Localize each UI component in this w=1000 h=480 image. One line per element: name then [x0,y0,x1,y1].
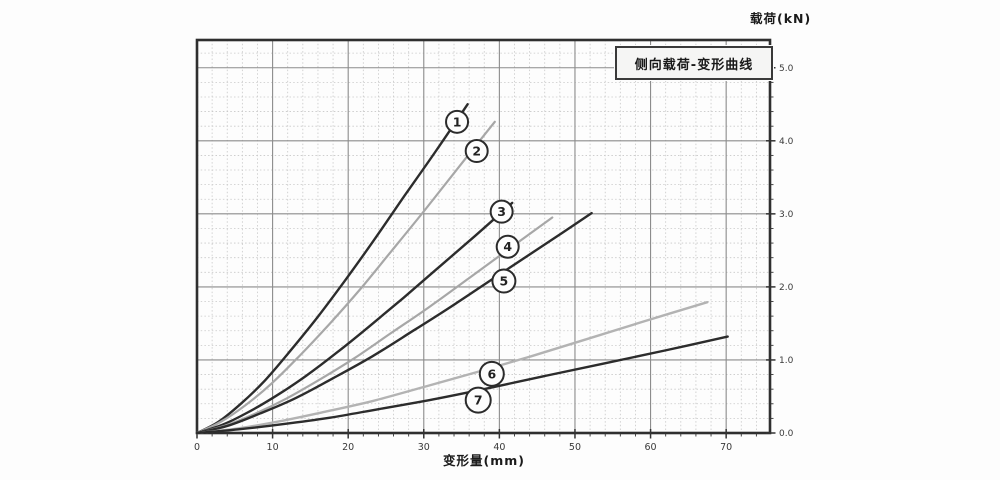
curve-label-circle-7 [464,386,492,414]
chart-title-text: 侧向载荷-变形曲线 [634,57,754,73]
grid-minor-lines [197,40,770,433]
y-tick-label: 3.0 [779,210,794,220]
x-tick-label: 50 [569,442,581,453]
data-curves [195,103,729,435]
plot-border [195,38,772,435]
y-tick-label: 0.0 [779,429,794,439]
x-tick-label: 40 [493,442,505,453]
y-tick-label: 1.0 [779,356,794,366]
x-tick-label: 60 [645,442,657,453]
curve-line-1 [195,103,469,435]
curve-label-5: 5 [491,268,517,294]
chart-title-box: 侧向载荷-变形曲线 [615,46,773,80]
curve-label-number-5: 5 [500,274,509,289]
x-axis-title: 变形量(mm) [443,450,525,469]
curve-line-5 [195,211,593,435]
curve-number-labels: 12 3 4 5 67 [445,109,520,414]
curve-label-6: 6 [478,360,505,387]
curve-label-circle-6 [478,360,505,387]
y-tick-label: 4.0 [779,137,794,147]
y-axis-title-text: 载荷(kN) [750,11,812,26]
axis-ticks [196,52,776,439]
x-tick-label: 10 [267,442,279,453]
curve-line-7 [195,335,729,435]
y-tick-label: 5.0 [779,64,794,74]
curve-label-number-6: 6 [487,366,496,381]
curve-line-2 [195,120,496,435]
curve-line-6 [195,301,709,435]
curve-label-1: 1 [445,109,470,134]
curve-label-number-2: 2 [472,144,481,159]
curve-label-circle-2 [464,139,489,164]
y-axis-title: 载荷(kN) [750,8,811,27]
curve-line-4 [195,216,554,435]
curve-label-number-3: 3 [497,204,506,219]
x-axis-title-text: 变形量(mm) [443,453,525,468]
x-tick-label: 30 [418,442,430,453]
curve-label-circle-3 [489,199,514,224]
curve-label-2: 2 [464,139,489,164]
curve-label-circle-5 [491,268,517,294]
plot-frame [195,38,772,435]
curve-line-3 [195,201,514,435]
curve-label-circle-1 [445,109,470,134]
x-tick-label: 70 [720,442,732,453]
curve-label-4: 4 [495,234,520,259]
axis-tick-labels: 0 10 20 30 40 50 60 70 0.0 1.0 2.0 3.0 4.0 5.0 [194,64,794,453]
curve-label-number-7: 7 [474,393,483,408]
y-tick-label: 2.0 [779,283,794,293]
curve-label-circle-4 [495,234,520,259]
x-tick-label: 0 [194,442,200,453]
curve-label-3: 3 [489,199,514,224]
x-tick-label: 20 [342,442,354,453]
curve-label-number-1: 1 [453,114,462,129]
curve-label-number-4: 4 [503,239,512,254]
curve-label-7: 7 [464,386,492,414]
